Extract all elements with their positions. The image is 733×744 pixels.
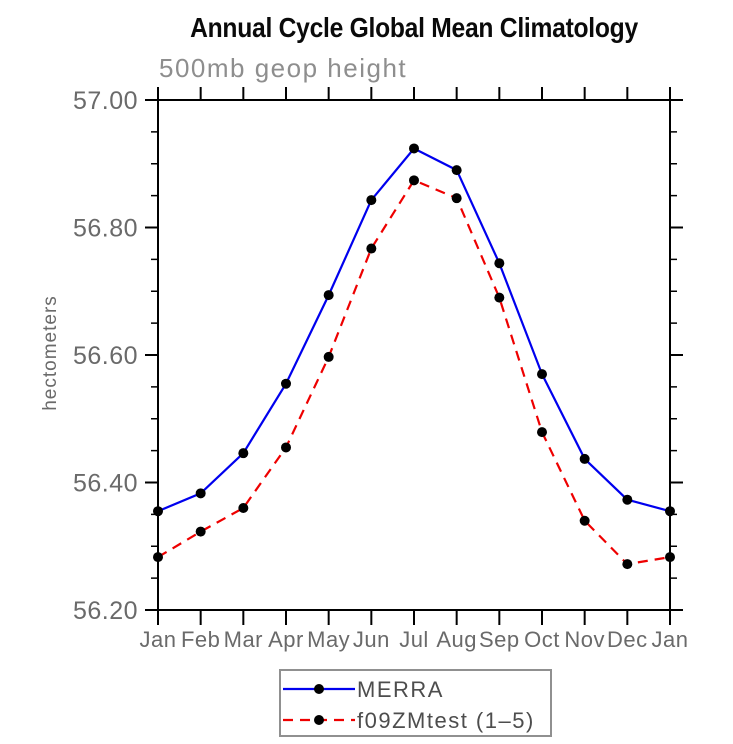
series-line-MERRA [157,147,671,513]
legend-box [279,669,552,737]
y-tick-label: 56.60 [73,342,138,370]
plot-frame [157,99,671,611]
x-tick-label: Jul [399,627,429,652]
y-tick-label: 56.80 [73,215,138,243]
legend-marker [314,715,324,725]
chart-subtitle: 500mb geop height [159,53,408,83]
series-line-f09ZMtest [157,178,671,566]
x-tick-label: Jan [140,627,177,652]
data-point-marker [409,175,419,186]
data-point-marker [323,351,334,362]
data-point-marker [238,448,249,459]
chart-title: Annual Cycle Global Mean Climatology [190,12,638,43]
data-point-marker [622,559,633,570]
data-point-marker [238,503,249,513]
data-point-marker [537,427,547,438]
x-tick-label: Jan [652,627,689,652]
data-point-marker [451,165,462,176]
data-point-marker [665,552,675,563]
data-point-marker [366,195,377,206]
y-tick-label: 56.20 [73,597,138,625]
legend-label: f09ZMtest (1–5) [357,708,535,733]
x-tick-label: Dec [607,627,648,652]
data-point-marker [153,506,163,517]
x-tick-label: Sep [479,627,520,652]
data-point-marker [579,453,590,464]
x-tick-label: Jun [353,627,390,652]
data-point-marker [579,515,590,526]
data-point-marker [195,526,206,537]
data-point-marker [451,193,462,204]
data-point-marker [281,442,291,453]
x-tick-label: May [307,627,350,652]
data-point-marker [622,494,633,505]
y-axis-label: hectometers [40,295,61,411]
data-point-marker [195,488,206,499]
data-point-marker [537,369,547,380]
data-point-marker [281,378,291,389]
y-tick-label: 57.00 [73,87,138,115]
x-tick-label: Aug [436,627,477,652]
x-tick-label: Oct [524,627,560,652]
x-tick-label: Feb [181,627,220,652]
x-tick-label: Nov [564,627,605,652]
legend-label: MERRA [357,677,444,702]
data-point-marker [153,552,163,563]
data-point-marker [409,143,419,154]
legend-marker [314,684,324,694]
x-tick-label: Apr [268,627,304,652]
data-point-marker [323,290,334,301]
x-tick-label: Mar [224,627,263,652]
data-point-marker [494,292,505,303]
data-point-marker [665,506,675,517]
data-point-marker [494,258,505,269]
data-point-marker [366,243,377,254]
y-tick-label: 56.40 [73,470,138,498]
